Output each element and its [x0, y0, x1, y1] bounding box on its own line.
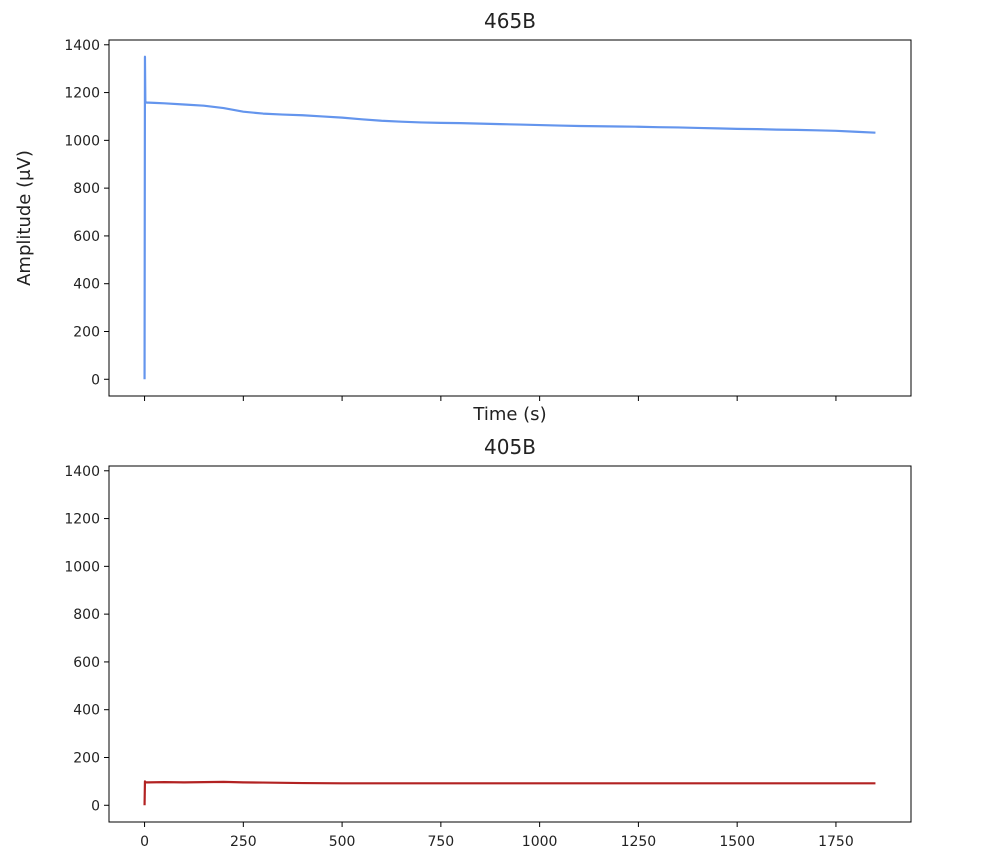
x-tick-label: 1000 — [522, 834, 558, 850]
chart-panel-2: 0 200 400 600 800 1000 1200 1400 0 250 500 750 1000 1… — [64, 435, 912, 850]
series-line-1 — [143, 780, 876, 806]
y-tick-label: 1400 — [64, 38, 100, 54]
chart-panel-1: 0 200 400 600 800 1000 1200 1400 465B Time (s) Amp… — [14, 9, 912, 425]
series-line-1 — [143, 55, 876, 380]
y-tick-label: 400 — [73, 277, 100, 293]
y-tick-label: 1000 — [64, 133, 100, 149]
x-tick-label: 250 — [230, 834, 257, 850]
y-tick-label: 0 — [91, 372, 100, 388]
plot-frame — [108, 465, 912, 823]
x-axis-label: Time (s) — [472, 404, 546, 425]
y-tick-label: 600 — [73, 229, 100, 245]
y-tick-label: 0 — [91, 798, 100, 814]
y-tick-label: 1000 — [64, 559, 100, 575]
x-tick-label: 1750 — [818, 834, 854, 850]
x-tick-label: 500 — [329, 834, 356, 850]
chart-title: 405B — [484, 435, 536, 459]
chart-title: 465B — [484, 9, 536, 33]
y-tick-label: 1400 — [64, 464, 100, 480]
y-tick-label: 1200 — [64, 512, 100, 528]
y-tick-label: 800 — [73, 181, 100, 197]
y-tick-label: 400 — [73, 703, 100, 719]
x-tick-label: 0 — [140, 834, 149, 850]
y-tick-label: 200 — [73, 324, 100, 340]
plot-frame — [108, 39, 912, 397]
y-tick-label: 200 — [73, 750, 100, 766]
y-axis-label: Amplitude (μV) — [14, 150, 35, 286]
x-tick-label: 1500 — [719, 834, 755, 850]
x-tick-label: 1250 — [621, 834, 657, 850]
y-tick-label: 800 — [73, 607, 100, 623]
y-tick-label: 600 — [73, 655, 100, 671]
y-tick-label: 1200 — [64, 86, 100, 102]
x-tick-label: 750 — [427, 834, 454, 850]
